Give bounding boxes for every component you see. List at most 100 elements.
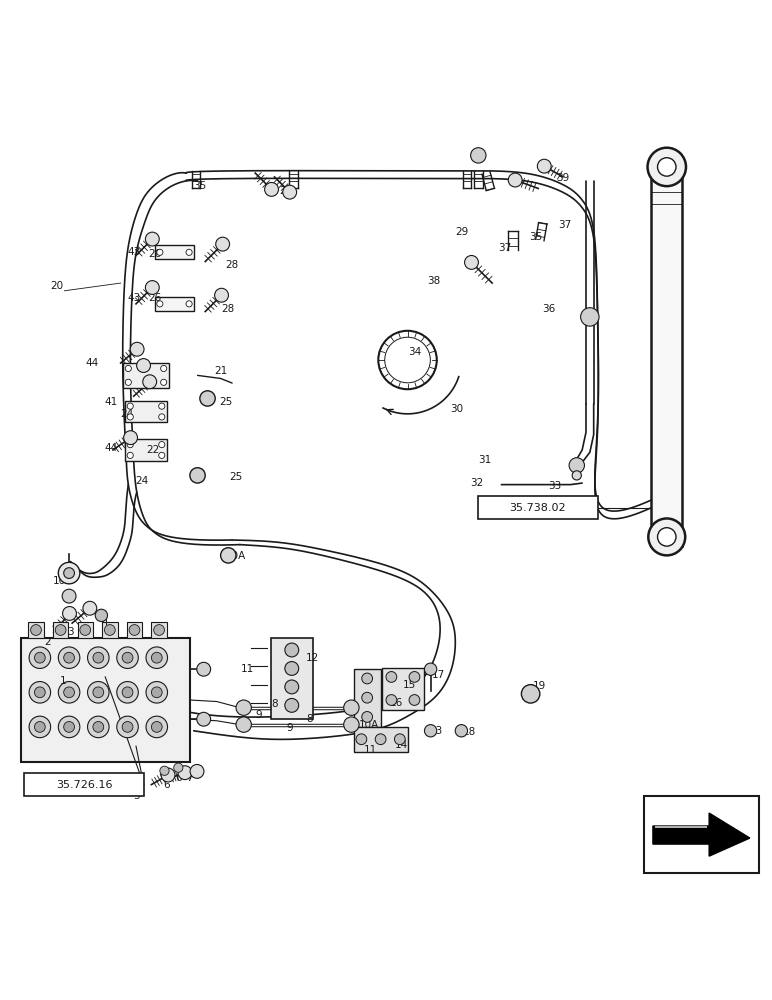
- Circle shape: [178, 766, 192, 780]
- Circle shape: [362, 712, 373, 722]
- Text: 24: 24: [136, 476, 149, 486]
- Circle shape: [146, 716, 168, 738]
- Text: 21: 21: [214, 366, 227, 376]
- Circle shape: [29, 647, 51, 668]
- Circle shape: [572, 471, 581, 480]
- Bar: [155, 297, 194, 311]
- Circle shape: [386, 695, 397, 705]
- Circle shape: [117, 647, 138, 668]
- Circle shape: [394, 734, 405, 745]
- Text: 6: 6: [164, 780, 170, 790]
- Circle shape: [29, 716, 51, 738]
- Circle shape: [285, 680, 299, 694]
- Bar: [354, 669, 381, 727]
- Text: 43: 43: [127, 247, 141, 257]
- Text: 9: 9: [256, 710, 262, 720]
- Circle shape: [362, 692, 373, 703]
- Circle shape: [537, 159, 551, 173]
- Circle shape: [130, 342, 144, 356]
- Circle shape: [151, 722, 162, 732]
- Circle shape: [658, 528, 676, 546]
- Circle shape: [157, 301, 163, 307]
- Circle shape: [190, 764, 204, 778]
- Text: 32: 32: [470, 478, 483, 488]
- Circle shape: [35, 652, 46, 663]
- Circle shape: [117, 682, 138, 703]
- Circle shape: [658, 158, 676, 176]
- Circle shape: [409, 672, 420, 682]
- Circle shape: [569, 458, 584, 473]
- Circle shape: [87, 716, 109, 738]
- Bar: [123, 363, 169, 388]
- Text: 24: 24: [120, 409, 134, 419]
- Text: 10A: 10A: [359, 720, 379, 730]
- Bar: [102, 622, 117, 638]
- Text: 25: 25: [219, 397, 232, 407]
- Circle shape: [31, 625, 42, 635]
- Circle shape: [174, 763, 183, 772]
- Circle shape: [285, 643, 299, 657]
- Circle shape: [127, 452, 134, 458]
- Circle shape: [160, 766, 169, 775]
- Circle shape: [362, 673, 373, 684]
- Text: 36: 36: [543, 304, 556, 314]
- Circle shape: [143, 375, 157, 389]
- Circle shape: [344, 700, 359, 715]
- Text: 35: 35: [530, 232, 543, 242]
- Circle shape: [186, 301, 192, 307]
- Circle shape: [236, 717, 252, 732]
- Bar: [53, 622, 68, 638]
- Text: 29: 29: [279, 186, 293, 196]
- Circle shape: [197, 662, 211, 676]
- Circle shape: [154, 625, 164, 635]
- Circle shape: [285, 662, 299, 675]
- Circle shape: [648, 148, 686, 186]
- Circle shape: [161, 768, 175, 782]
- Circle shape: [127, 442, 134, 448]
- Text: 26: 26: [148, 293, 162, 303]
- Text: 8: 8: [306, 714, 313, 724]
- Circle shape: [104, 625, 115, 635]
- Bar: [77, 622, 93, 638]
- Circle shape: [581, 308, 599, 326]
- Text: 38: 38: [427, 276, 440, 286]
- Bar: [29, 622, 44, 638]
- Circle shape: [146, 682, 168, 703]
- Text: 26: 26: [148, 249, 162, 259]
- Circle shape: [145, 281, 159, 294]
- Text: 15: 15: [402, 680, 415, 690]
- Bar: [151, 622, 167, 638]
- Circle shape: [285, 698, 299, 712]
- Circle shape: [161, 379, 167, 385]
- Circle shape: [124, 431, 137, 445]
- Bar: [155, 245, 194, 259]
- Text: 9: 9: [286, 723, 293, 733]
- Circle shape: [356, 734, 367, 745]
- Text: 22: 22: [147, 445, 160, 455]
- Bar: [652, 158, 682, 546]
- Circle shape: [521, 685, 540, 703]
- Circle shape: [56, 625, 66, 635]
- Bar: [125, 439, 168, 461]
- Circle shape: [425, 663, 437, 675]
- Circle shape: [190, 468, 205, 483]
- Text: 29: 29: [455, 227, 468, 237]
- Bar: [125, 401, 168, 422]
- Circle shape: [59, 647, 80, 668]
- Circle shape: [465, 255, 479, 269]
- Text: 31: 31: [478, 455, 491, 465]
- Circle shape: [161, 365, 167, 372]
- Text: 17: 17: [432, 670, 445, 680]
- Circle shape: [64, 652, 74, 663]
- Text: 30: 30: [450, 404, 463, 414]
- Text: 33: 33: [549, 481, 562, 491]
- Circle shape: [648, 518, 686, 555]
- Circle shape: [145, 232, 159, 246]
- Circle shape: [93, 722, 103, 732]
- Circle shape: [64, 722, 74, 732]
- Circle shape: [122, 722, 133, 732]
- Circle shape: [215, 288, 229, 302]
- Bar: [354, 727, 408, 752]
- Text: 18: 18: [462, 727, 476, 737]
- Circle shape: [35, 687, 46, 698]
